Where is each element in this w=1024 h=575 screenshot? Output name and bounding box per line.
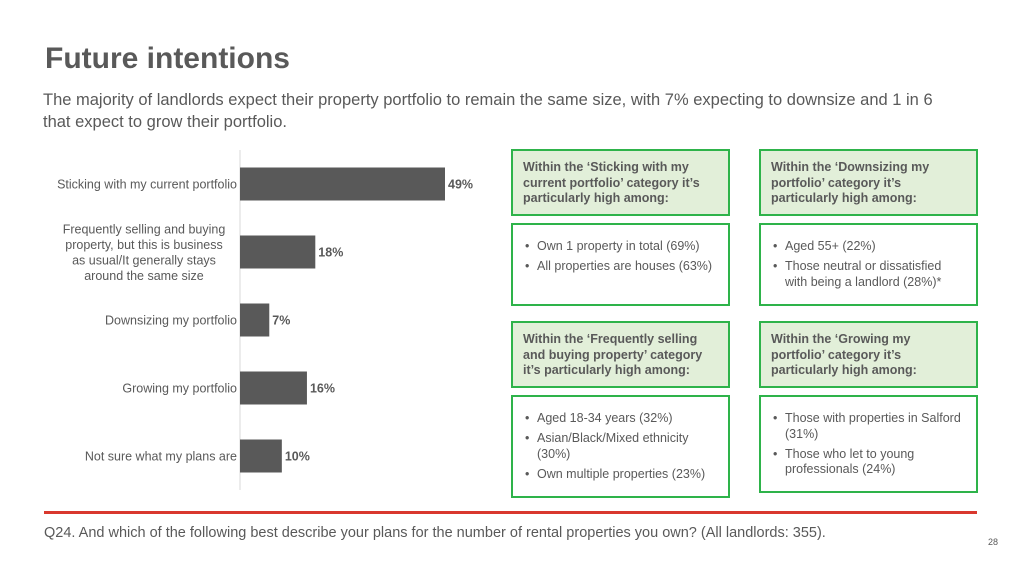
bar-1 bbox=[240, 167, 445, 201]
bar-chart: 49% Sticking with my current portfolio 18%… bbox=[57, 150, 473, 490]
data-label-4: 16% bbox=[310, 382, 335, 396]
data-label-2: 18% bbox=[318, 246, 343, 260]
category-label-2: Frequently selling and buying property, b… bbox=[63, 222, 226, 283]
data-label-3: 7% bbox=[272, 314, 290, 328]
callout-sticking-list: Own 1 property in total (69%) All proper… bbox=[525, 239, 718, 275]
callout-item: All properties are houses (63%) bbox=[525, 259, 718, 275]
page-number: 28 bbox=[988, 537, 999, 547]
slide-title: Future intentions bbox=[45, 42, 290, 75]
bar-3 bbox=[240, 303, 270, 337]
category-label-3: Downsizing my portfolio bbox=[105, 314, 237, 328]
callout-growing-list: Those with properties in Salford (31%) T… bbox=[773, 411, 966, 478]
data-label-1: 49% bbox=[448, 178, 473, 192]
callout-item: Those with properties in Salford (31%) bbox=[773, 411, 966, 442]
callout-item: Asian/Black/Mixed ethnicity (30%) bbox=[525, 431, 718, 462]
callout-item: Own 1 property in total (69%) bbox=[525, 239, 718, 255]
category-label-1: Sticking with my current portfolio bbox=[57, 178, 237, 192]
callout-downsizing-list: Aged 55+ (22%) Those neutral or dissatis… bbox=[773, 239, 966, 290]
callout-growing-header: Within the ‘Growing my portfolio’ catego… bbox=[759, 321, 978, 388]
callout-frequently-header: Within the ‘Frequently selling and buyin… bbox=[511, 321, 730, 388]
callout-item: Aged 55+ (22%) bbox=[773, 239, 966, 255]
callout-item: Those who let to young professionals (24… bbox=[773, 447, 966, 478]
question-footnote: Q24. And which of the following best des… bbox=[44, 525, 826, 541]
callout-item: Aged 18-34 years (32%) bbox=[525, 411, 718, 427]
callout-downsizing-body: Aged 55+ (22%) Those neutral or dissatis… bbox=[759, 223, 978, 306]
bar-5 bbox=[240, 439, 282, 473]
bar-4 bbox=[240, 371, 307, 405]
slide-subtitle: The majority of landlords expect their p… bbox=[43, 91, 933, 131]
callout-item: Own multiple properties (23%) bbox=[525, 467, 718, 483]
category-label-5: Not sure what my plans are bbox=[85, 450, 237, 464]
data-label-5: 10% bbox=[285, 450, 310, 464]
callout-item: Those neutral or dissatisfied with being… bbox=[773, 259, 966, 290]
callout-sticking-body: Own 1 property in total (69%) All proper… bbox=[511, 223, 730, 306]
bar-2 bbox=[240, 235, 316, 269]
callout-frequently-list: Aged 18-34 years (32%) Asian/Black/Mixed… bbox=[525, 411, 718, 482]
footer-divider bbox=[44, 511, 977, 514]
callout-growing-body: Those with properties in Salford (31%) T… bbox=[759, 395, 978, 493]
category-label-4: Growing my portfolio bbox=[122, 382, 237, 396]
callout-downsizing-header: Within the ‘Downsizing my portfolio’ cat… bbox=[759, 149, 978, 216]
callout-sticking-header: Within the ‘Sticking with my current por… bbox=[511, 149, 730, 216]
callout-frequently-body: Aged 18-34 years (32%) Asian/Black/Mixed… bbox=[511, 395, 730, 498]
